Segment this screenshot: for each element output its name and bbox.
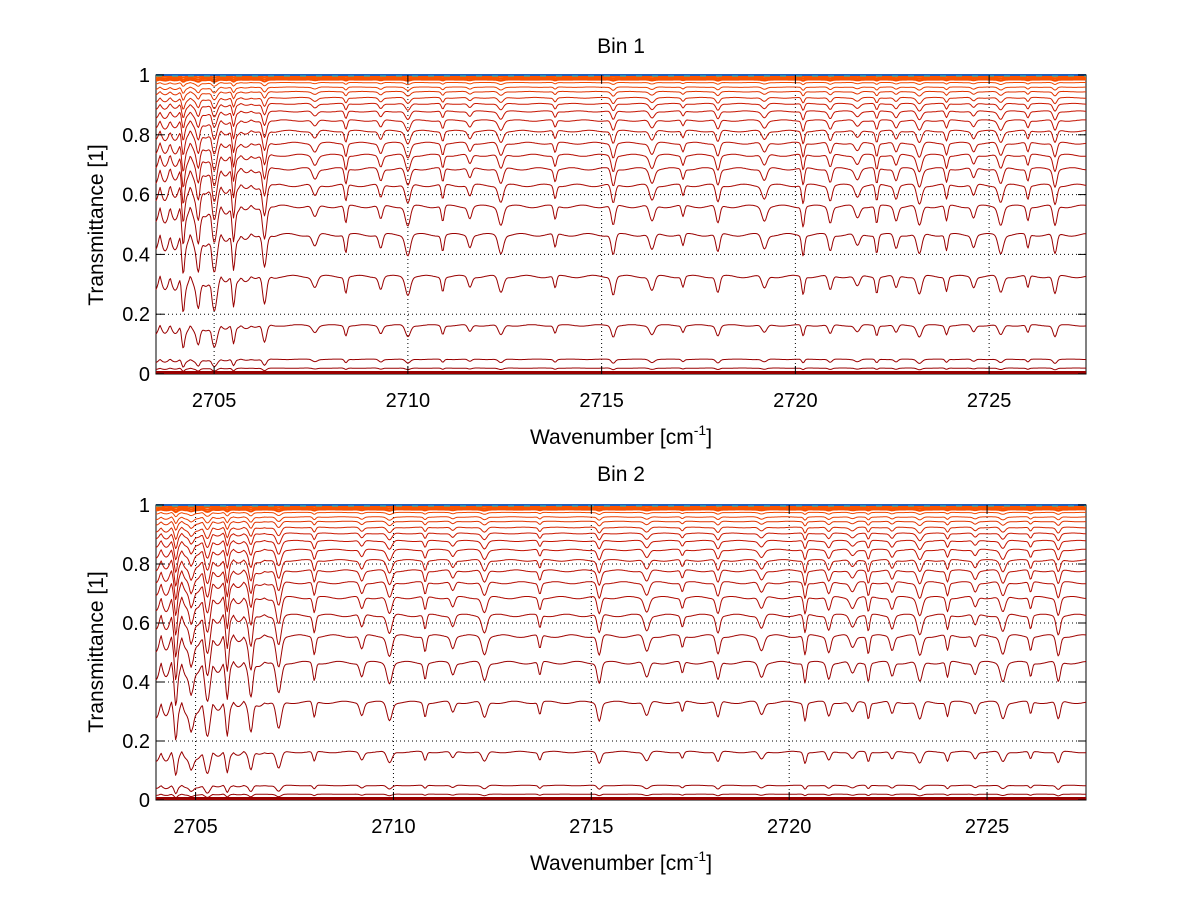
grid-bin-2 xyxy=(156,505,1086,800)
y-tick-label: 0.6 xyxy=(122,613,150,635)
y-tick-label: 1 xyxy=(139,495,150,517)
series-bin-1 xyxy=(155,74,1087,374)
y-tick-label: 1 xyxy=(139,65,150,87)
series-line xyxy=(155,634,1087,681)
chart-title-bin-1: Bin 1 xyxy=(597,35,645,58)
chart-bin-2: 2705 2710 2715 2720 2725 0 0.2 0.4 0.6 0.8 1 Bin 2… xyxy=(85,463,1087,875)
x-tick-label: 2715 xyxy=(569,816,614,838)
series-line xyxy=(155,102,1087,118)
series-line xyxy=(155,660,1087,706)
series-line xyxy=(155,613,1087,658)
series-line xyxy=(155,596,1087,636)
series-line xyxy=(155,516,1086,524)
y-tick-label: 0.2 xyxy=(122,304,150,326)
y-tick-label: 0 xyxy=(139,790,150,812)
chart-bin-1: 2705 2710 2715 2720 2725 0 0.2 0.4 0.6 0.8 1 Bin 1… xyxy=(85,35,1087,449)
series-line xyxy=(155,96,1086,110)
y-tick-label: 0 xyxy=(139,364,150,386)
y-tick-label: 0.2 xyxy=(122,731,150,753)
x-tick-label: 2720 xyxy=(773,390,818,412)
series-line xyxy=(155,324,1087,349)
series-line xyxy=(155,78,1086,83)
series-line xyxy=(155,508,1086,514)
ticks-bin-1: 2705 2710 2715 2720 2725 0 0.2 0.4 0.6 0.8 1 xyxy=(122,65,1086,412)
series-line xyxy=(155,119,1086,141)
series-line xyxy=(155,82,1086,87)
x-tick-label: 2705 xyxy=(192,390,237,412)
y-tick-label: 0.4 xyxy=(122,244,150,266)
series-bin-2 xyxy=(155,504,1087,800)
x-tick-label: 2705 xyxy=(173,816,218,838)
series-line xyxy=(155,581,1087,616)
series-line xyxy=(155,700,1087,741)
x-tick-label: 2715 xyxy=(579,390,624,412)
series-line xyxy=(155,90,1087,101)
series-line xyxy=(155,110,1087,129)
series-line xyxy=(155,86,1087,94)
series-line xyxy=(155,358,1087,368)
y-tick-label: 0.6 xyxy=(122,185,150,207)
series-line xyxy=(155,548,1086,573)
series-line xyxy=(155,274,1087,313)
series-line xyxy=(155,367,1087,372)
y-axis-label-bin-1: Transmittance [1] xyxy=(85,144,108,305)
series-line xyxy=(155,75,1086,79)
series-line xyxy=(155,204,1087,245)
chart-title-bin-2: Bin 2 xyxy=(597,463,645,486)
y-tick-label: 0.4 xyxy=(122,672,150,694)
x-axis-label-bin-1: Wavenumber [cm-1] xyxy=(530,422,712,449)
series-line xyxy=(155,559,1087,587)
series-line xyxy=(155,750,1087,776)
series-line xyxy=(155,167,1087,204)
y-axis-label-bin-2: Transmittance [1] xyxy=(85,571,108,732)
x-tick-label: 2720 xyxy=(767,816,812,838)
series-line xyxy=(155,233,1087,274)
x-axis-label-bin-2: Wavenumber [cm-1] xyxy=(530,848,712,875)
series-line xyxy=(155,129,1087,155)
series-line xyxy=(155,77,1086,81)
x-tick-label: 2710 xyxy=(386,390,431,412)
plot-area-bin-1 xyxy=(155,74,1087,375)
grid-bin-1 xyxy=(156,75,1086,374)
ticks-bin-2: 2705 2710 2715 2720 2725 0 0.2 0.4 0.6 0.8 1 xyxy=(122,495,1086,838)
series-line xyxy=(155,526,1086,540)
x-tick-label: 2725 xyxy=(967,390,1012,412)
series-line xyxy=(155,539,1087,561)
series-line xyxy=(155,784,1086,795)
series-line xyxy=(155,153,1087,188)
y-tick-label: 0.8 xyxy=(122,554,150,576)
series-line xyxy=(155,532,1087,550)
series-line xyxy=(155,511,1086,518)
series-line xyxy=(155,520,1086,531)
series-line xyxy=(156,505,1086,509)
x-tick-label: 2725 xyxy=(965,816,1010,838)
series-line xyxy=(155,183,1087,222)
series-line xyxy=(155,569,1087,601)
series-line xyxy=(155,793,1086,799)
x-tick-label: 2710 xyxy=(371,816,416,838)
series-line xyxy=(156,507,1086,511)
series-line xyxy=(155,141,1087,172)
y-tick-label: 0.8 xyxy=(122,125,150,147)
